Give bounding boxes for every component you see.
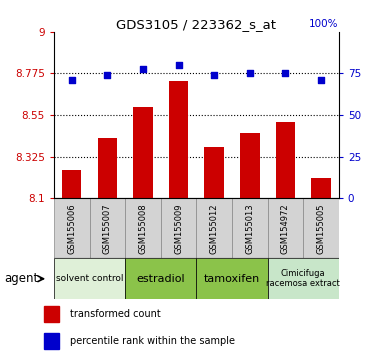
Bar bbox=[169, 81, 188, 198]
Point bbox=[69, 77, 75, 83]
Bar bbox=[204, 147, 224, 198]
Bar bbox=[54, 198, 90, 258]
Bar bbox=[44, 333, 59, 349]
Text: Cimicifuga
racemosa extract: Cimicifuga racemosa extract bbox=[266, 269, 340, 289]
Bar bbox=[276, 121, 295, 198]
Point bbox=[211, 73, 217, 78]
Bar bbox=[196, 258, 268, 299]
Bar bbox=[161, 198, 196, 258]
Point bbox=[104, 73, 110, 78]
Text: transformed count: transformed count bbox=[70, 309, 161, 319]
Text: percentile rank within the sample: percentile rank within the sample bbox=[70, 336, 235, 346]
Bar bbox=[268, 258, 339, 299]
Title: GDS3105 / 223362_s_at: GDS3105 / 223362_s_at bbox=[116, 18, 276, 31]
Point bbox=[282, 70, 288, 76]
Bar bbox=[62, 170, 82, 198]
Bar bbox=[311, 178, 331, 198]
Bar bbox=[133, 107, 153, 198]
Text: agent: agent bbox=[4, 272, 38, 285]
Text: 100%: 100% bbox=[309, 18, 339, 29]
Text: GSM155006: GSM155006 bbox=[67, 203, 76, 254]
Text: GSM155007: GSM155007 bbox=[103, 203, 112, 254]
Bar bbox=[90, 198, 125, 258]
Text: GSM155009: GSM155009 bbox=[174, 203, 183, 253]
Text: tamoxifen: tamoxifen bbox=[204, 274, 260, 284]
Text: GSM154972: GSM154972 bbox=[281, 203, 290, 254]
Text: GSM155008: GSM155008 bbox=[139, 203, 147, 254]
Bar bbox=[240, 133, 259, 198]
Point bbox=[318, 78, 324, 83]
Bar bbox=[54, 258, 125, 299]
Text: solvent control: solvent control bbox=[56, 274, 123, 283]
Bar bbox=[196, 198, 232, 258]
Text: GSM155012: GSM155012 bbox=[210, 203, 219, 253]
Point bbox=[140, 66, 146, 72]
Point bbox=[176, 62, 182, 68]
Text: estradiol: estradiol bbox=[136, 274, 185, 284]
Bar bbox=[303, 198, 339, 258]
Text: GSM155005: GSM155005 bbox=[316, 203, 325, 253]
Text: GSM155013: GSM155013 bbox=[245, 203, 254, 254]
Point bbox=[247, 70, 253, 76]
Bar bbox=[125, 258, 196, 299]
Bar bbox=[97, 138, 117, 198]
Bar bbox=[232, 198, 268, 258]
Bar bbox=[125, 198, 161, 258]
Bar bbox=[44, 306, 59, 322]
Bar bbox=[268, 198, 303, 258]
